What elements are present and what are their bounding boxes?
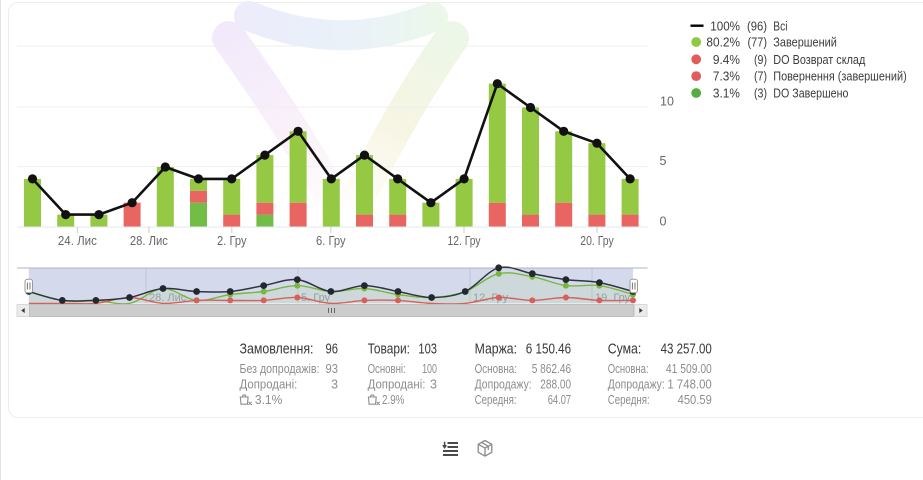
svg-text:Допродажу:: Допродажу: — [475, 378, 532, 392]
svg-text:6 150.46: 6 150.46 — [526, 342, 571, 358]
svg-text:Допродані:: Допродані: — [368, 378, 426, 392]
svg-text:Сума:: Сума: — [608, 342, 642, 358]
svg-text:Замовлення:: Замовлення: — [240, 342, 314, 358]
svg-text:Основна:: Основна: — [608, 362, 649, 376]
svg-text:450.59: 450.59 — [678, 393, 712, 407]
svg-text:80.2%: 80.2% — [706, 35, 740, 50]
svg-text:43 257.00: 43 257.00 — [661, 342, 712, 358]
svg-text:3.1%: 3.1% — [713, 86, 740, 101]
svg-text:2.9%: 2.9% — [382, 393, 404, 407]
svg-text:(9): (9) — [754, 52, 767, 67]
svg-text:100%: 100% — [710, 18, 740, 33]
svg-text:96: 96 — [326, 342, 339, 358]
svg-text:6. Гру: 6. Гру — [316, 234, 346, 248]
svg-text:Без допродажів:: Без допродажів: — [240, 362, 320, 376]
svg-text:10: 10 — [660, 95, 674, 109]
svg-text:41 509.00: 41 509.00 — [666, 362, 712, 376]
svg-text:0: 0 — [660, 215, 667, 229]
svg-text:Допродані:: Допродані: — [240, 378, 298, 392]
svg-text:20. Гру: 20. Гру — [580, 234, 614, 248]
svg-text:64.07: 64.07 — [548, 393, 571, 407]
svg-text:5. Гру: 5. Гру — [301, 292, 331, 304]
svg-text:100: 100 — [422, 362, 437, 376]
svg-text:288.00: 288.00 — [540, 378, 571, 392]
svg-text:7.3%: 7.3% — [713, 69, 740, 84]
svg-text:Основні:: Основні: — [368, 362, 406, 376]
svg-text:3.1%: 3.1% — [255, 393, 282, 407]
svg-text:Всі: Всі — [773, 18, 787, 33]
svg-text:Маржа:: Маржа: — [475, 342, 517, 358]
svg-text:Допродажу:: Допродажу: — [608, 378, 665, 392]
svg-text:(3): (3) — [754, 86, 767, 101]
svg-text:1 748.00: 1 748.00 — [667, 378, 711, 392]
svg-text:3: 3 — [331, 378, 338, 392]
svg-text:Завершений: Завершений — [773, 35, 837, 50]
svg-text:2. Гру: 2. Гру — [217, 234, 247, 248]
svg-text:Середня:: Середня: — [475, 393, 517, 407]
svg-text:28. Лис: 28. Лис — [149, 292, 187, 304]
svg-text:Середня:: Середня: — [608, 393, 650, 407]
svg-text:93: 93 — [326, 362, 339, 376]
svg-text:24. Лис: 24. Лис — [58, 234, 97, 248]
svg-text:3: 3 — [430, 378, 437, 392]
svg-text:DO Возврат склад: DO Возврат склад — [773, 52, 865, 67]
svg-text:DO Завершено: DO Завершено — [773, 86, 848, 101]
svg-text:(96): (96) — [747, 18, 767, 33]
svg-text:103: 103 — [418, 342, 437, 358]
svg-text:5 862.46: 5 862.46 — [532, 362, 571, 376]
svg-text:5: 5 — [660, 154, 667, 168]
svg-text:12. Гру: 12. Гру — [448, 234, 482, 248]
svg-text:Товари:: Товари: — [368, 342, 410, 358]
svg-text:(77): (77) — [748, 35, 768, 50]
svg-text:9.4%: 9.4% — [713, 52, 740, 67]
svg-text:28. Лис: 28. Лис — [130, 234, 168, 248]
svg-text:(7): (7) — [754, 69, 767, 84]
svg-text:Повернення (завершений): Повернення (завершений) — [773, 69, 906, 84]
svg-text:Основна:: Основна: — [475, 362, 517, 376]
